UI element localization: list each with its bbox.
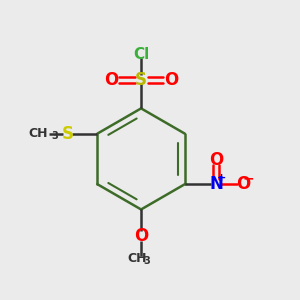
Text: 3: 3 <box>144 256 150 266</box>
Text: O: O <box>236 175 250 193</box>
Text: S: S <box>135 71 147 89</box>
Text: O: O <box>104 71 118 89</box>
Text: 3: 3 <box>52 131 58 141</box>
Text: S: S <box>61 125 74 143</box>
Text: N: N <box>209 175 223 193</box>
Text: +: + <box>217 173 226 183</box>
Text: O: O <box>164 71 178 89</box>
Text: −: − <box>243 172 255 186</box>
Text: O: O <box>134 227 148 245</box>
Text: Cl: Cl <box>133 47 149 62</box>
Text: O: O <box>209 151 223 169</box>
Text: CH: CH <box>29 127 48 140</box>
Text: CH: CH <box>128 252 147 265</box>
